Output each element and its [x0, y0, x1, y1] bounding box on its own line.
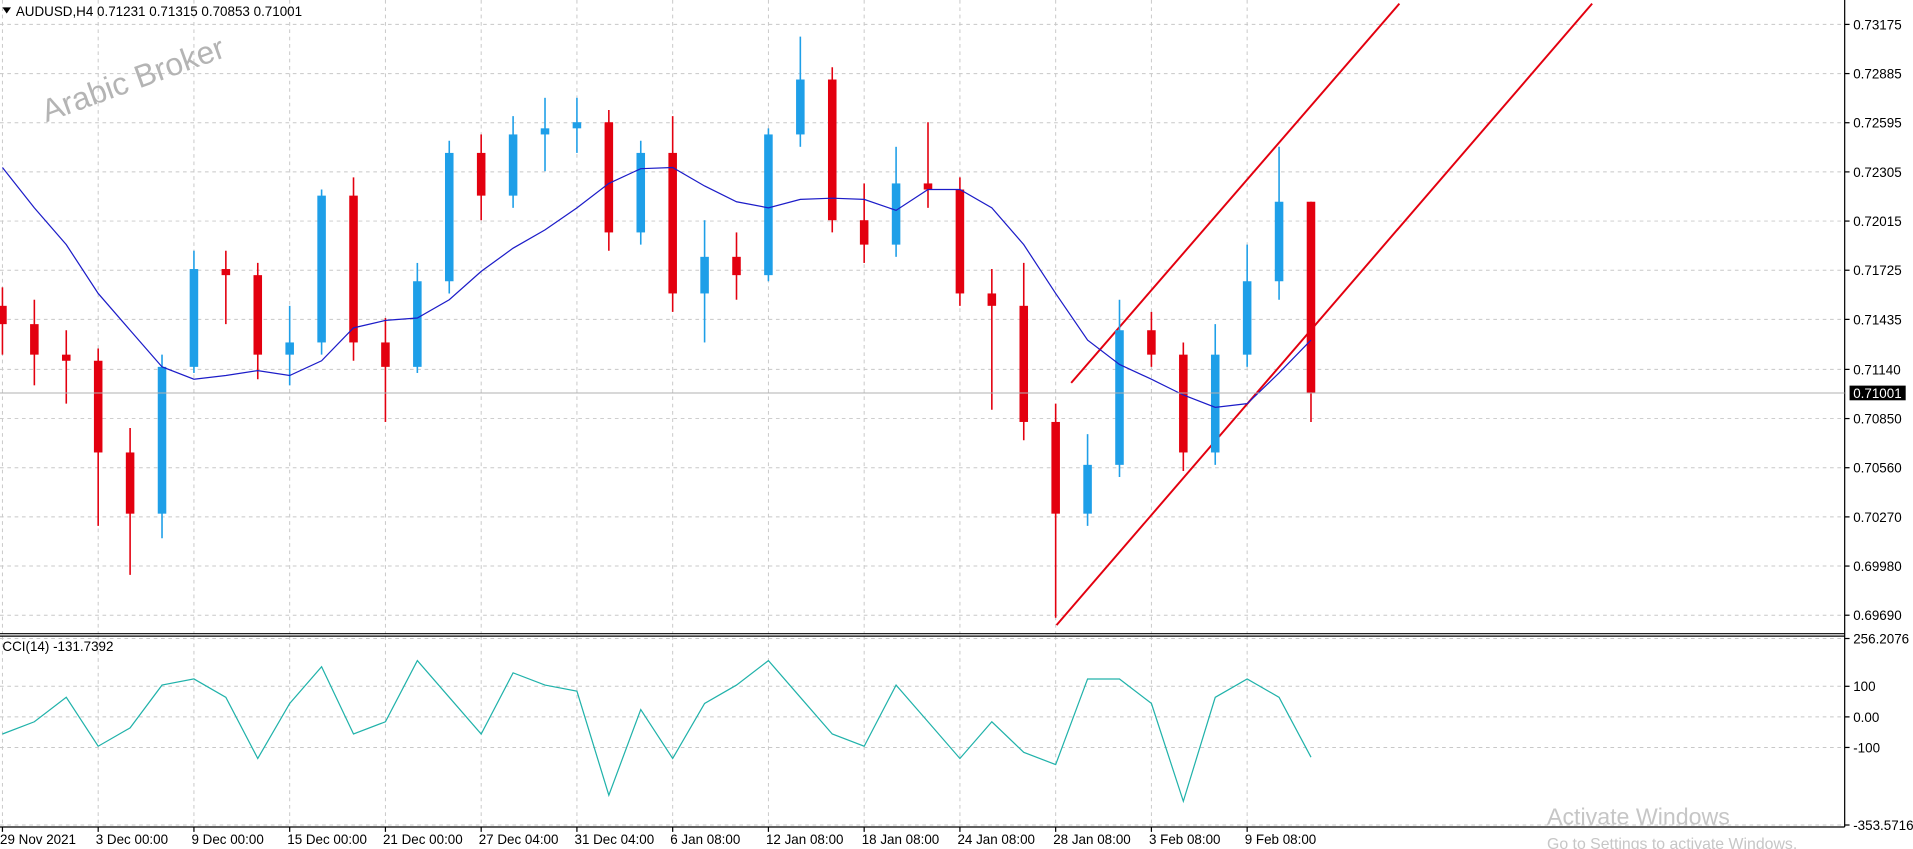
candle-body	[1147, 330, 1156, 355]
x-tick-label: 15 Dec 00:00	[287, 832, 367, 847]
y-tick-label: 0.72305	[1853, 165, 1901, 180]
close-value: 0.71001	[254, 4, 302, 19]
x-tick-label: 29 Nov 2021	[0, 832, 76, 847]
candle-body	[700, 256, 709, 294]
x-tick-label: 31 Dec 04:00	[574, 832, 654, 847]
candle-body	[1210, 354, 1220, 453]
x-tick-label: 3 Dec 00:00	[96, 832, 168, 847]
candle-body	[189, 269, 199, 367]
y-tick-label: 256.2076	[1853, 631, 1909, 646]
indicator-line	[2, 659, 1312, 804]
y-tick-label: 0.72015	[1853, 214, 1901, 229]
symbol-header: AUDUSD,H4 0.71231 0.71315 0.70853 0.7100…	[16, 4, 302, 19]
x-tick-label: 9 Feb 08:00	[1245, 832, 1317, 847]
channel-line	[1055, 3, 1593, 626]
x-tick-label: 21 Dec 00:00	[383, 832, 463, 847]
candle-body	[859, 220, 869, 245]
current-price-label: 0.71001	[1853, 386, 1901, 401]
candle-body	[1115, 330, 1124, 465]
candle-body	[381, 342, 390, 367]
candle-body	[987, 293, 997, 306]
candle-body	[1019, 305, 1029, 422]
candle-body	[30, 324, 39, 355]
y-tick-label: 0.71140	[1853, 362, 1900, 377]
y-tick-label: -100	[1853, 740, 1880, 755]
candle-body	[1242, 281, 1252, 355]
candle-body	[125, 452, 135, 514]
y-tick-label: 0.70560	[1853, 461, 1901, 476]
candle-body	[317, 195, 326, 343]
y-tick-label: 0.73175	[1853, 17, 1901, 32]
candle-body	[1051, 421, 1060, 514]
candle-body	[668, 152, 677, 294]
candle-body	[1306, 201, 1316, 393]
y-tick-label: 0.70270	[1853, 510, 1901, 525]
candle-body	[413, 281, 422, 367]
candle-body	[1083, 464, 1092, 514]
indicator-header: CCI(14) -131.7392	[2, 639, 113, 654]
candle-body	[157, 366, 167, 514]
y-tick-label: 0.69980	[1853, 559, 1901, 574]
x-tick-label: 28 Jan 08:00	[1053, 832, 1131, 847]
candle-body	[1179, 354, 1188, 453]
indicator-name: CCI(14)	[2, 639, 49, 654]
moving-average	[1, 166, 1312, 408]
x-tick-label: 6 Jan 08:00	[670, 832, 740, 847]
y-tick-label: 0.00	[1853, 710, 1879, 725]
activation-title: Activate Windows	[1547, 804, 1730, 830]
x-tick-label: 18 Jan 08:00	[862, 832, 940, 847]
candle-body	[0, 305, 7, 325]
candle-body	[444, 152, 454, 282]
candle-body	[221, 269, 231, 276]
activation-text: Go to Settings to activate Windows.	[1547, 836, 1797, 849]
candle-body	[796, 79, 805, 135]
y-tick-label: 0.70850	[1853, 411, 1901, 426]
candle-body	[572, 122, 582, 129]
candle-body	[253, 275, 263, 355]
y-tick-label: 0.71435	[1853, 312, 1901, 327]
candle-body	[476, 152, 486, 196]
candle-body	[764, 134, 773, 276]
candle-body	[827, 79, 837, 221]
indicator-value: -131.7392	[53, 639, 113, 654]
low-value: 0.70853	[201, 4, 249, 19]
candle-body	[508, 134, 518, 196]
symbol: AUDUSD,H4	[16, 4, 94, 19]
candle-body	[285, 342, 294, 355]
x-tick-label: 24 Jan 08:00	[957, 832, 1035, 847]
candle-body	[93, 360, 103, 453]
menu-icon[interactable]	[2, 7, 11, 14]
x-tick-label: 27 Dec 04:00	[479, 832, 559, 847]
x-tick-label: 12 Jan 08:00	[766, 832, 844, 847]
candle-body	[732, 256, 741, 276]
candle-body	[891, 183, 901, 245]
marks-layer	[0, 36, 1845, 804]
candle-body	[540, 128, 550, 135]
y-tick-label: 0.72595	[1853, 116, 1901, 131]
x-tick-label: 3 Feb 08:00	[1149, 832, 1221, 847]
x-tick-label: 9 Dec 00:00	[191, 832, 263, 847]
high-value: 0.71315	[149, 4, 197, 19]
y-tick-label: 0.71725	[1853, 263, 1901, 278]
y-tick-label: 100	[1853, 679, 1875, 694]
y-tick-label: 0.72885	[1853, 66, 1901, 81]
candle-body	[349, 195, 358, 343]
candle-body	[604, 122, 614, 233]
candle-body	[1274, 201, 1284, 282]
open-value: 0.71231	[97, 4, 145, 19]
candle-body	[923, 183, 933, 190]
candle-body	[955, 189, 965, 294]
y-tick-label: 0.69690	[1853, 608, 1901, 623]
current-price-box	[1849, 385, 1906, 401]
channel-line	[1070, 3, 1401, 384]
y-tick-label: -353.5716	[1853, 818, 1913, 833]
candle-body	[62, 354, 71, 361]
candle-body	[636, 152, 646, 233]
